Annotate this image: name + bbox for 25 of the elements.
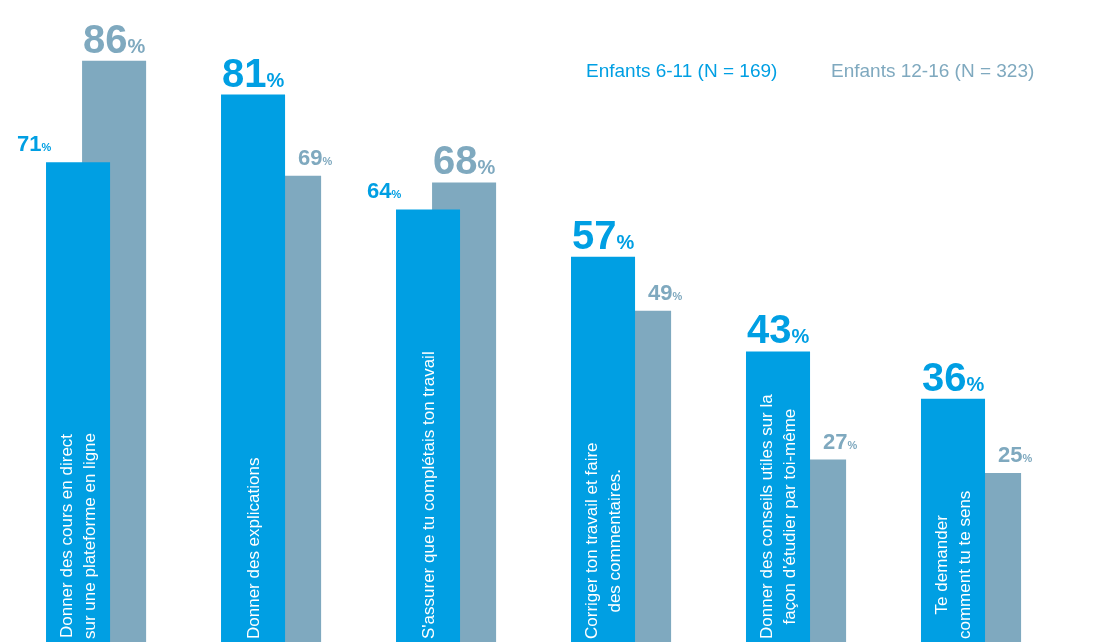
bar	[571, 256, 636, 642]
data-label: 69%	[298, 145, 333, 170]
data-label: 27%	[823, 429, 858, 454]
bar	[221, 94, 286, 642]
data-label: 68%	[433, 138, 496, 182]
data-label: 25%	[998, 442, 1033, 467]
x-tick-label: S'assurer que tu complétais ton travail	[418, 351, 438, 639]
bar	[920, 398, 986, 642]
text: Enfants 12-16 (N = 323)	[831, 60, 1035, 81]
x-tick-label: Te demander comment tu te sens	[932, 490, 974, 639]
x-tick-label: Donner des cours en direct sur une plateforme en ligne	[57, 432, 99, 639]
data-label: 36%	[922, 355, 985, 399]
data-label: 64%	[367, 178, 402, 203]
data-label: 71%	[17, 131, 52, 156]
bar	[396, 209, 461, 642]
bar	[46, 162, 111, 642]
x-tick-label: Corriger ton travail et faire des commentaires.	[582, 442, 624, 639]
x-tick-label: Donner des explications	[243, 457, 263, 639]
data-label: 43%	[747, 307, 810, 351]
data-label: 81%	[222, 51, 285, 95]
data-label: 49%	[648, 280, 683, 305]
x-tick-label: Donner des conseils utiles sur la façon d'étudier par toi-même	[757, 393, 799, 639]
data-label: 86%	[83, 17, 146, 61]
data-label: 57%	[572, 213, 635, 257]
text: Enfants 6-11 (N = 169)	[586, 60, 778, 81]
